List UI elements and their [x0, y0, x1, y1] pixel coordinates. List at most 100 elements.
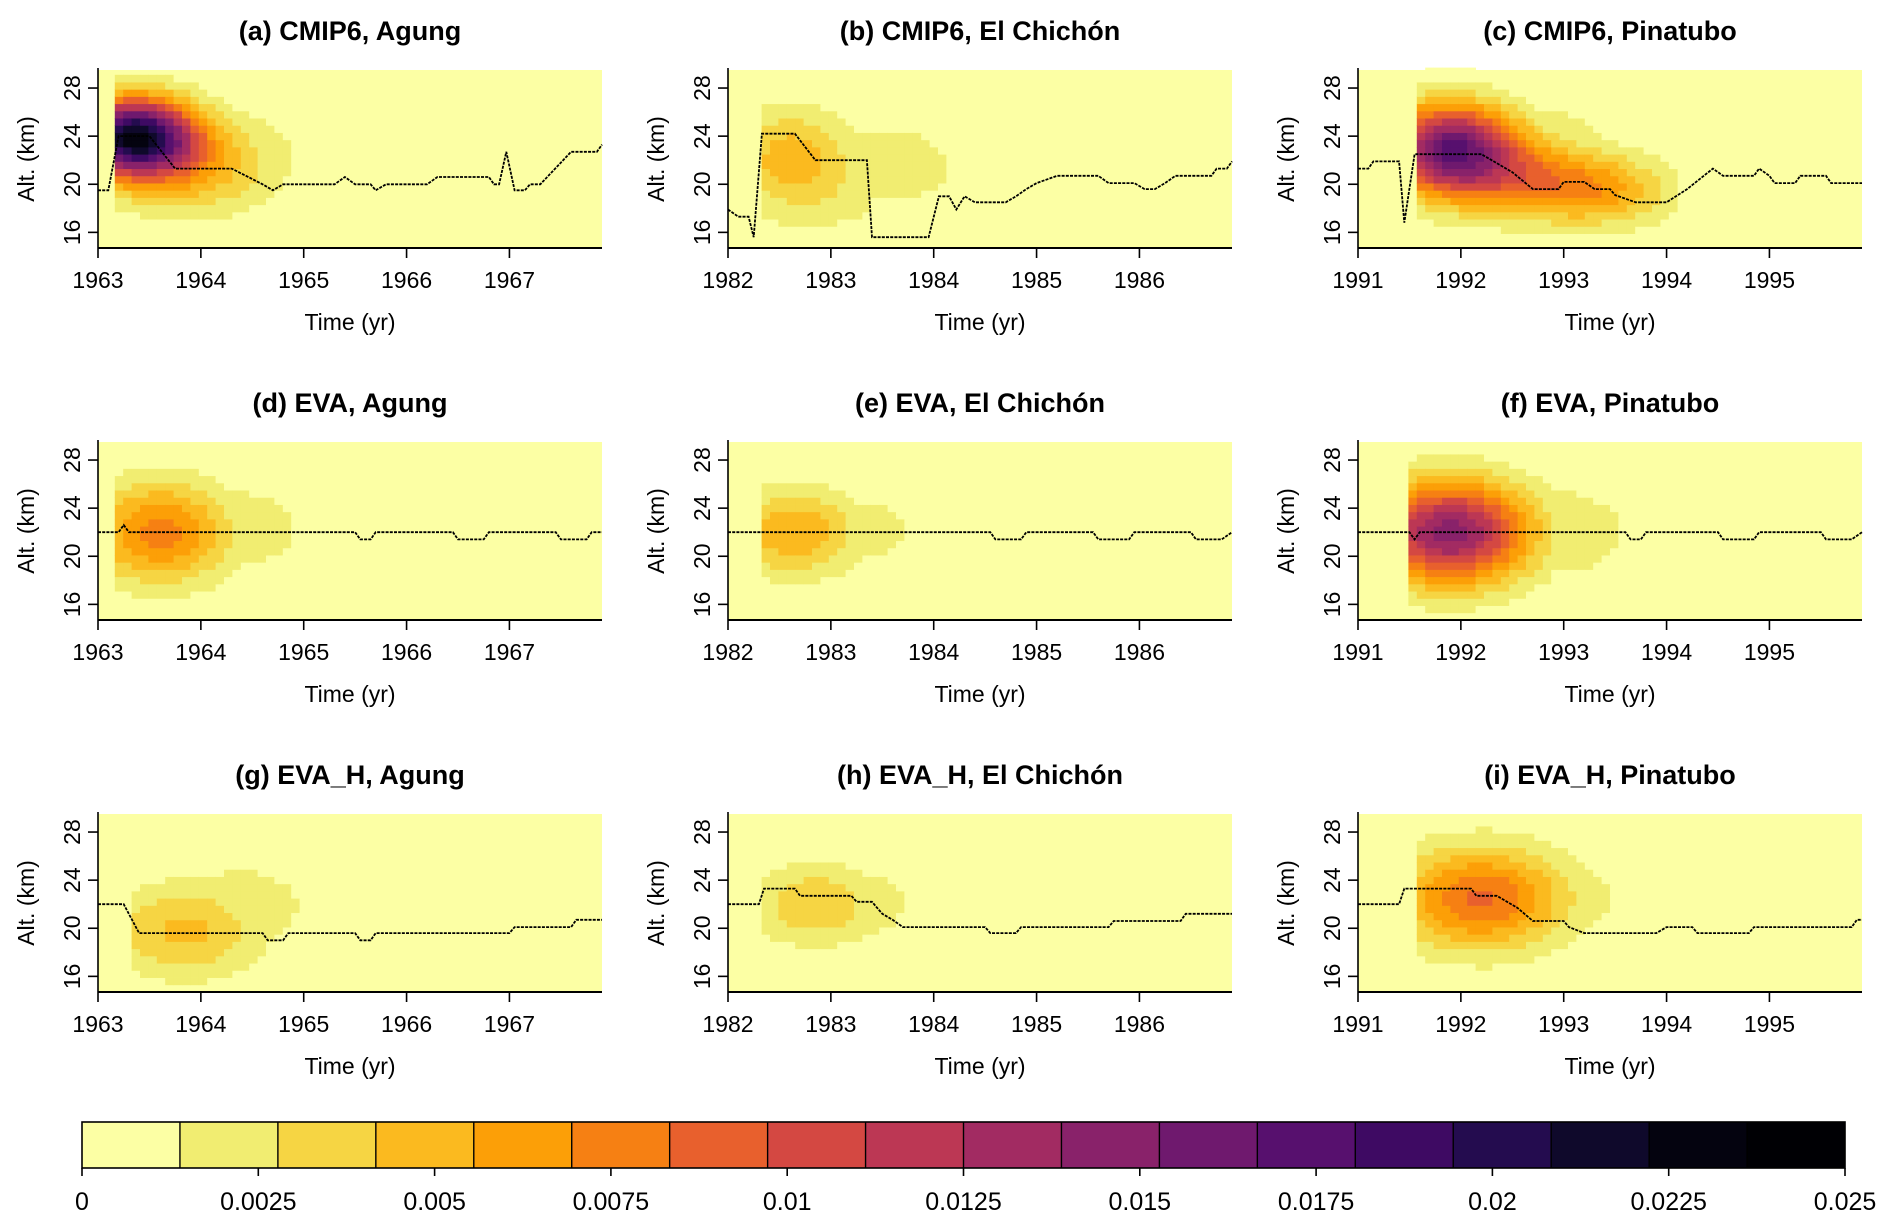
heatmap-cell	[1576, 840, 1586, 849]
heatmap-cell	[812, 540, 821, 549]
heatmap-cell	[1626, 555, 1636, 563]
heatmap-cell	[148, 547, 158, 556]
heatmap-cell	[1458, 461, 1468, 469]
heatmap-cell	[316, 526, 326, 534]
heatmap-cell	[854, 941, 863, 950]
heatmap-cell	[845, 125, 855, 133]
heatmap-cell	[215, 555, 225, 563]
heatmap-cell	[795, 934, 804, 942]
heatmap-cell	[828, 547, 838, 556]
heatmap-cell	[770, 912, 779, 921]
heatmap-cell	[291, 526, 300, 534]
x-axis-label: Time (yr)	[304, 309, 395, 335]
heatmap-cell	[165, 197, 174, 206]
heatmap-cell	[190, 168, 200, 177]
heatmap-cell	[224, 511, 233, 520]
heatmap-cell	[1416, 96, 1426, 105]
heatmap-cell	[1635, 883, 1644, 892]
heatmap-cell	[123, 103, 132, 112]
heatmap-cell	[324, 146, 334, 155]
heatmap-cell	[845, 226, 855, 234]
heatmap-cell	[1492, 183, 1502, 191]
heatmap-cell	[1551, 927, 1560, 935]
heatmap-cell	[1526, 847, 1535, 856]
x-axis-label: Time (yr)	[1564, 309, 1655, 335]
heatmap-cell	[1635, 175, 1644, 184]
heatmap-cell	[207, 890, 216, 899]
heatmap-cell	[1559, 226, 1569, 234]
heatmap-cell	[1542, 840, 1552, 849]
heatmap-cell	[778, 941, 788, 950]
heatmap-cell	[1433, 569, 1443, 578]
heatmap-cell	[1526, 569, 1535, 578]
heatmap-cell	[1610, 854, 1619, 863]
heatmap-cell	[887, 898, 897, 906]
heatmap-cell	[1509, 569, 1518, 578]
heatmap-cell	[921, 905, 930, 914]
heatmap-cell	[1542, 963, 1552, 971]
heatmap-cell	[156, 168, 166, 177]
heatmap-cell	[1475, 963, 1485, 971]
heatmap-cell	[257, 482, 267, 491]
heatmap-cell	[1668, 211, 1678, 220]
heatmap-cell	[761, 96, 771, 105]
heatmap-cell	[1534, 591, 1544, 599]
heatmap-cell	[282, 540, 292, 549]
heatmap-cell	[249, 547, 258, 556]
heatmap-cell	[904, 504, 914, 513]
heatmap-cell	[1534, 190, 1544, 198]
heatmap-cell	[862, 912, 872, 921]
heatmap-cell	[1626, 869, 1636, 877]
heatmap-cell	[812, 96, 821, 105]
colorbar-tick-label: 0.0225	[1630, 1188, 1706, 1216]
heatmap-cell	[820, 175, 830, 184]
heatmap-cell	[316, 146, 326, 155]
heatmap-cell	[1610, 103, 1619, 112]
heatmap-cell	[257, 540, 267, 549]
heatmap-cell	[1526, 555, 1535, 563]
heatmap-cell	[156, 226, 166, 234]
y-axis-label: Alt. (km)	[13, 116, 39, 202]
heatmap-cell	[148, 883, 158, 892]
heatmap-cell	[291, 125, 300, 133]
heatmap-cell	[165, 82, 174, 90]
heatmap-cell	[921, 183, 930, 191]
heatmap-cell	[1610, 497, 1619, 505]
heatmap-cell	[1542, 475, 1552, 484]
heatmap-cell	[148, 490, 158, 498]
heatmap-cell	[1450, 905, 1460, 914]
heatmap-cell	[249, 941, 258, 950]
heatmap-cell	[1551, 555, 1560, 563]
heatmap-cell	[795, 540, 804, 549]
heatmap-cell	[1425, 833, 1434, 841]
heatmap-cell	[828, 154, 838, 162]
heatmap-cell	[1492, 454, 1502, 462]
heatmap-cell	[786, 118, 796, 126]
heatmap-cell	[1450, 948, 1460, 957]
heatmap-cell	[1492, 840, 1502, 849]
x-tick-label: 1992	[1435, 267, 1486, 293]
heatmap-cell	[1509, 898, 1518, 906]
heatmap-cell	[156, 912, 166, 921]
heatmap-cell	[173, 504, 183, 513]
heatmap-cell	[299, 547, 309, 556]
heatmap-cell	[1492, 125, 1502, 133]
heatmap-cell	[1442, 146, 1451, 155]
heatmap-cell	[282, 190, 292, 198]
heatmap-cell	[266, 919, 275, 928]
heatmap-cell	[291, 118, 300, 126]
heatmap-cell	[1484, 818, 1493, 827]
heatmap-cell	[240, 110, 250, 119]
heatmap-cell	[828, 555, 838, 563]
heatmap-cell	[232, 890, 242, 899]
heatmap-cell	[224, 183, 233, 191]
heatmap-cell	[887, 540, 897, 549]
heatmap-cell	[215, 146, 225, 155]
heatmap-cell	[274, 168, 284, 177]
heatmap-cell	[156, 598, 166, 606]
heatmap-cell	[173, 183, 183, 191]
heatmap-cell	[207, 948, 216, 957]
heatmap-cell	[946, 139, 956, 148]
heatmap-cell	[1593, 511, 1602, 520]
heatmap-cell	[1610, 562, 1619, 570]
